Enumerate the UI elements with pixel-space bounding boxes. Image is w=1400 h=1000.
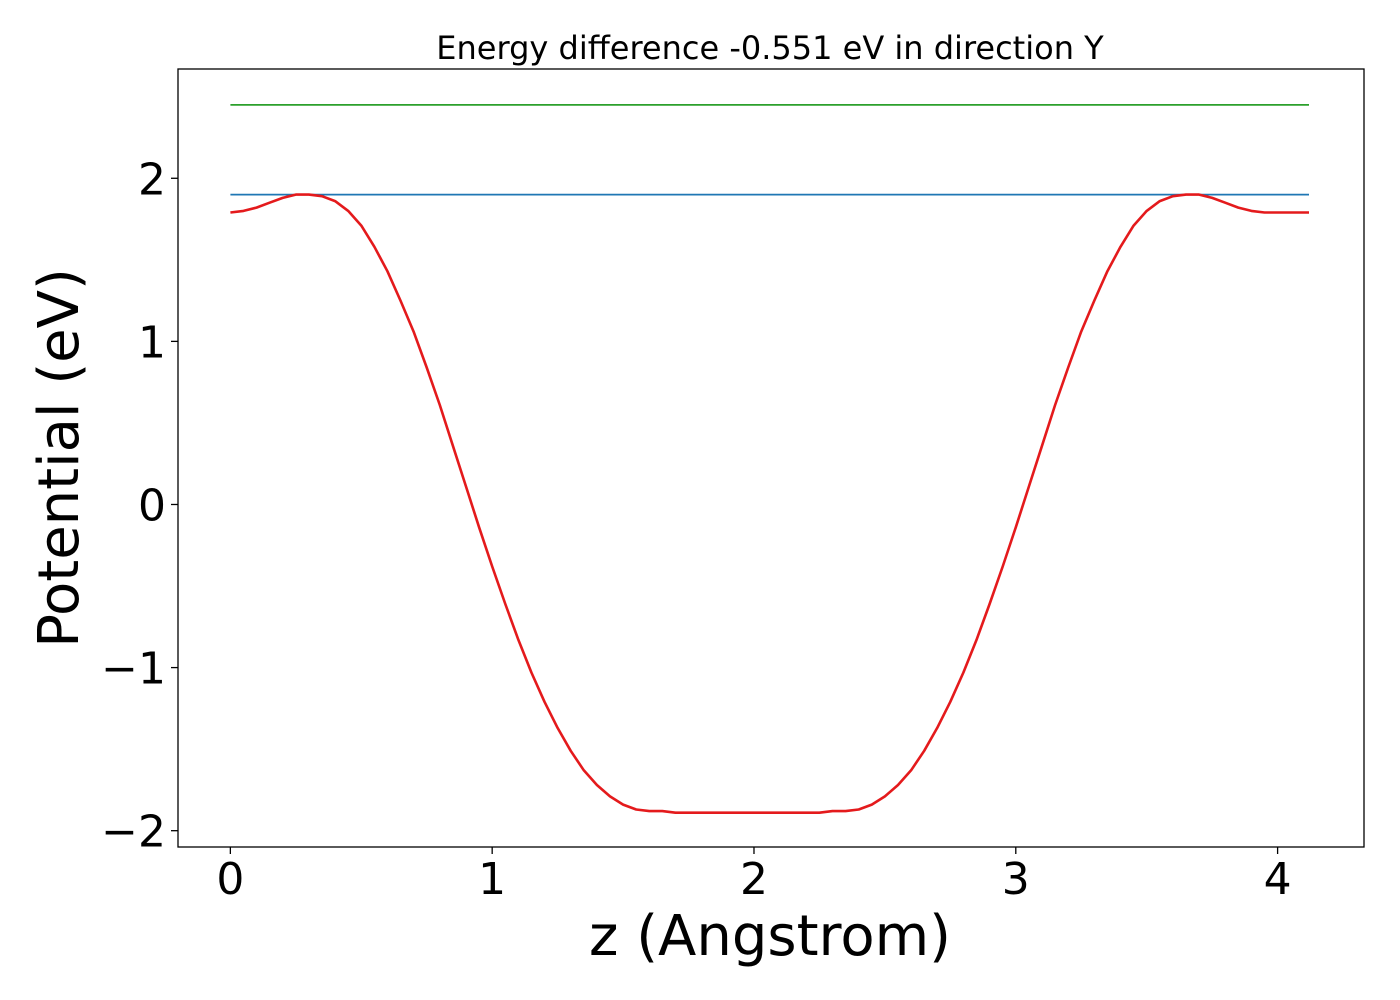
y-axis-label: Potential (eV) bbox=[27, 268, 92, 648]
plot-frame bbox=[177, 68, 1365, 848]
y-tick-label: 0 bbox=[138, 480, 166, 531]
x-tick-label: 2 bbox=[740, 854, 768, 905]
x-tick-label: 1 bbox=[478, 854, 506, 905]
x-axis-label: z (Angstrom) bbox=[589, 904, 951, 969]
y-tick-label: 2 bbox=[138, 154, 166, 205]
chart-title: Energy difference -0.551 eV in direction… bbox=[436, 29, 1104, 67]
x-tick-label: 0 bbox=[216, 854, 244, 905]
x-tick-label: 3 bbox=[1002, 854, 1030, 905]
series-line-2 bbox=[230, 193, 1309, 815]
y-tick-label: −2 bbox=[101, 807, 166, 858]
x-tick-label: 4 bbox=[1264, 854, 1292, 905]
y-tick-label: −1 bbox=[101, 644, 166, 695]
y-tick-label: 1 bbox=[138, 317, 166, 368]
